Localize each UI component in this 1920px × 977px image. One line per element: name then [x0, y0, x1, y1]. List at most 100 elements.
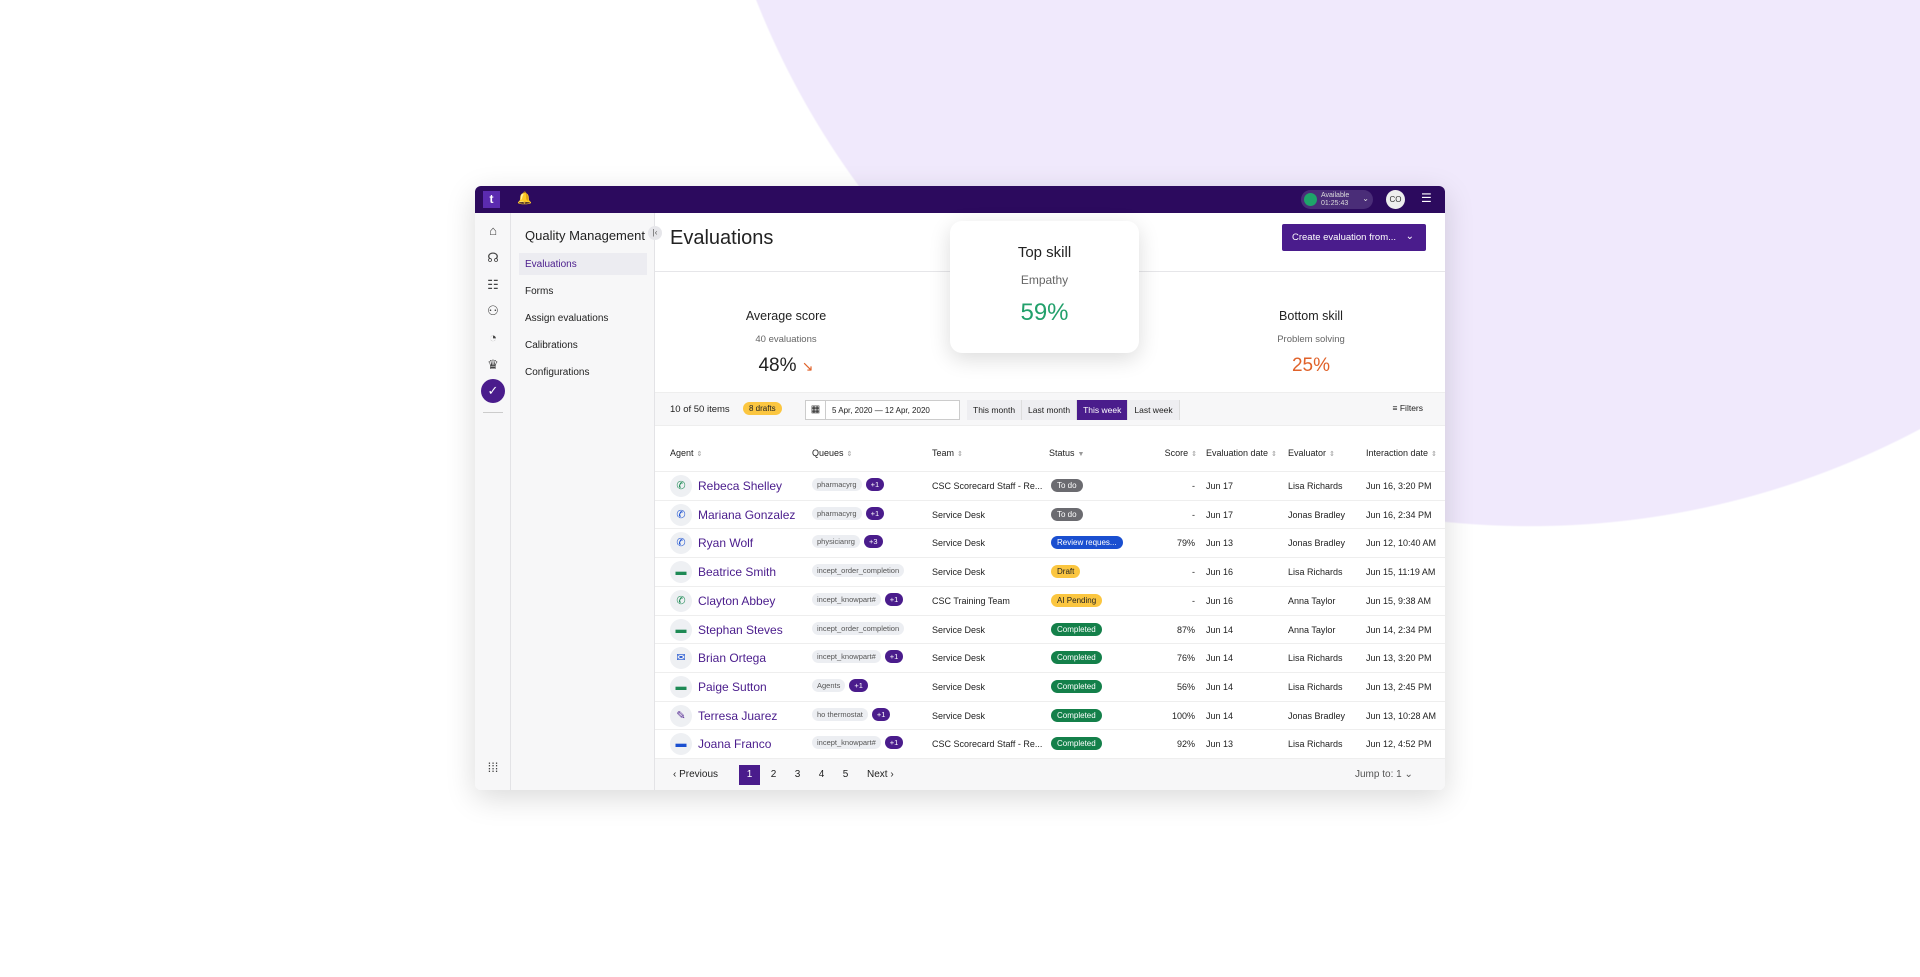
table-row[interactable]: ✆ Rebeca Shelley pharmacyrg +1 CSC Scorecard…	[655, 471, 1445, 500]
score-cell: -	[1192, 567, 1195, 578]
sidebar-title: Quality Management	[525, 228, 645, 243]
interaction-date-cell: Jun 13, 3:20 PM	[1366, 653, 1432, 664]
top-skill-card: Top skill Empathy 59%	[950, 221, 1139, 353]
column-header-team[interactable]: Team ⇕	[932, 448, 963, 458]
column-header-evaluation-date[interactable]: Evaluation date ⇕	[1206, 448, 1277, 458]
app-logo[interactable]: t	[483, 191, 500, 208]
range-this-month[interactable]: This month	[967, 400, 1023, 420]
agent-name-link[interactable]: Beatrice Smith	[698, 565, 777, 580]
team-icon[interactable]: ⚇	[487, 303, 499, 318]
chat-icon: ▬	[670, 618, 692, 641]
sidebar-item-configurations[interactable]: Configurations	[525, 367, 590, 378]
agent-name-link[interactable]: Rebeca Shelley	[698, 479, 783, 493]
sort-icon: ⇕	[696, 451, 703, 458]
create-evaluation-button[interactable]: Create evaluation from... ⌄	[1282, 224, 1426, 251]
home-icon[interactable]: ⌂	[489, 223, 497, 238]
range-last-month[interactable]: Last month	[1022, 400, 1078, 420]
team-cell: Service Desk	[932, 653, 986, 664]
agent-name-link[interactable]: Paige Sutton	[698, 679, 767, 694]
queues-cell: incept_knowpart# +1	[812, 592, 904, 606]
list-icon[interactable]: ☷	[487, 277, 499, 292]
score-cell: -	[1192, 509, 1195, 520]
page-3-button[interactable]: 3	[794, 769, 801, 780]
page-2-button[interactable]: 2	[770, 769, 777, 780]
more-queues-badge[interactable]: +1	[871, 707, 891, 721]
column-header-status[interactable]: Status ▼	[1049, 448, 1084, 458]
table-row[interactable]: ▬ Stephan Steves incept_order_completion Se…	[655, 614, 1445, 644]
stat-title: Top skill	[1017, 244, 1072, 261]
next-label: Next	[867, 769, 888, 780]
table-row[interactable]: ✆ Clayton Abbey incept_knowpart# +1 CSC Trai…	[655, 585, 1445, 615]
table-row[interactable]: ▬ Beatrice Smith incept_order_completion Se…	[655, 557, 1445, 586]
page-5-button[interactable]: 5	[842, 769, 849, 780]
filters-button[interactable]: ≡ Filters	[1393, 403, 1423, 413]
jump-to-select[interactable]: Jump to: 1 ⌄	[1355, 769, 1413, 780]
table-row[interactable]: ✎ Terresa Juarez ho thermostat +1 Service De…	[655, 700, 1445, 730]
agent-name-link[interactable]: Stephan Steves	[698, 622, 783, 637]
agent-name-link[interactable]: Clayton Abbey	[698, 593, 776, 608]
agent-name-link[interactable]: Brian Ortega	[698, 651, 767, 666]
agent-name-link[interactable]: Mariana Gonzalez	[698, 507, 796, 522]
team-cell: CSC Training Team	[932, 595, 1010, 606]
more-queues-badge[interactable]: +1	[865, 506, 885, 520]
apps-grid-icon[interactable]: ⁞⁞⁞	[487, 760, 499, 775]
more-queues-badge[interactable]: +1	[865, 478, 885, 491]
status-badge: To do	[1051, 507, 1083, 521]
evaluator-cell: Lisa Richards	[1288, 481, 1343, 491]
avatar[interactable]: CO	[1386, 190, 1405, 209]
trophy-icon[interactable]: ♛	[487, 357, 499, 372]
table-row[interactable]: ✆ Mariana Gonzalez pharmacyrg +1 Service Des…	[655, 499, 1445, 529]
collapse-sidebar-icon[interactable]: |‹	[648, 226, 662, 240]
evaluator-cell: Anna Taylor	[1288, 624, 1336, 635]
evaluation-date-cell: Jun 14	[1206, 681, 1234, 692]
agent-name-link[interactable]: Joana Franco	[698, 737, 772, 752]
score-cell: 79%	[1176, 538, 1195, 549]
column-header-interaction-date[interactable]: Interaction date ⇕	[1366, 448, 1437, 458]
interaction-date-cell: Jun 12, 10:40 AM	[1366, 538, 1437, 549]
more-queues-badge[interactable]: +1	[884, 736, 904, 750]
column-label: Evaluation date	[1206, 448, 1269, 458]
agent-name-link[interactable]: Terresa Juarez	[698, 708, 778, 723]
column-header-queues[interactable]: Queues ⇕	[812, 448, 852, 458]
interaction-date-cell: Jun 13, 10:28 AM	[1366, 710, 1437, 721]
column-header-evaluator[interactable]: Evaluator ⇕	[1288, 448, 1335, 458]
table-row[interactable]: ✉ Brian Ortega incept_knowpart# +1 Service D…	[655, 643, 1445, 672]
sidebar-item-evaluations[interactable]: Evaluations	[519, 253, 647, 275]
previous-page-button[interactable]: ‹ Previous	[673, 769, 719, 780]
queue-chip: Agents	[812, 678, 846, 692]
team-cell: Service Desk	[932, 624, 986, 635]
page-1-button[interactable]: 1	[739, 765, 760, 785]
table-row[interactable]: ▬ Paige Sutton Agents +1 Service Desk Complet…	[655, 671, 1445, 701]
more-queues-badge[interactable]: +1	[884, 592, 904, 606]
sidebar-item-forms[interactable]: Forms	[525, 286, 554, 297]
next-page-button[interactable]: Next ›	[867, 769, 894, 780]
queues-cell: incept_knowpart# +1	[812, 650, 904, 664]
agent-name-link[interactable]: Ryan Wolf	[698, 536, 754, 551]
panel-menu-icon[interactable]: ☰	[1421, 191, 1432, 205]
team-cell: CSC Scorecard Staff - Re...	[932, 481, 1043, 491]
range-this-week[interactable]: This week	[1077, 400, 1129, 420]
range-last-week[interactable]: Last week	[1128, 400, 1180, 420]
more-queues-badge[interactable]: +3	[863, 535, 883, 549]
queue-chip: incept_order_completion	[812, 621, 905, 635]
stat-subtitle: Empathy	[1020, 273, 1069, 287]
team-cell: Service Desk	[932, 538, 986, 549]
queue-chip: incept_knowpart#	[812, 736, 881, 750]
more-queues-badge[interactable]: +1	[849, 678, 868, 692]
date-range-picker[interactable]: ▦ 5 Apr, 2020 — 12 Apr, 2020	[805, 400, 960, 420]
column-header-score[interactable]: Score ⇕	[1165, 448, 1197, 458]
table-row[interactable]: ▬ Joana Franco incept_knowpart# +1 CSC Score…	[655, 729, 1445, 758]
notification-bell-icon[interactable]: 🔔	[517, 191, 532, 205]
page-4-button[interactable]: 4	[818, 769, 825, 780]
queue-chip: ho thermostat	[812, 707, 868, 721]
availability-status[interactable]: Available 01:25:43 ⌄	[1301, 190, 1373, 209]
sidebar-item-assign-evaluations[interactable]: Assign evaluations	[525, 313, 609, 324]
coaching-icon[interactable]: ☊	[487, 250, 499, 265]
more-queues-badge[interactable]: +1	[884, 650, 904, 664]
gauge-icon[interactable]: ◔	[489, 330, 497, 345]
phone-outgoing-icon: ✆	[670, 532, 692, 555]
clipboard-check-icon[interactable]: ✓	[481, 379, 505, 403]
column-header-agent[interactable]: Agent ⇕	[670, 448, 702, 458]
table-row[interactable]: ✆ Ryan Wolf physicianrg +3 Service Desk Revie…	[655, 528, 1445, 557]
sidebar-item-calibrations[interactable]: Calibrations	[525, 340, 578, 351]
